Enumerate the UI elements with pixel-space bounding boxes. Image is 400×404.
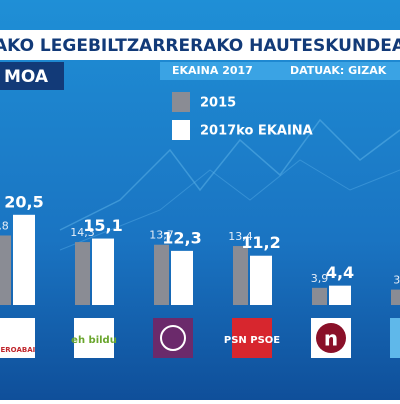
value-label: 12,3 bbox=[162, 228, 201, 247]
source: DATUAK: GIZAK bbox=[290, 64, 387, 77]
party-logo bbox=[153, 318, 193, 358]
bar bbox=[391, 289, 400, 305]
bar bbox=[0, 235, 11, 305]
bar bbox=[92, 238, 114, 305]
category-label: GEROABAI bbox=[0, 346, 35, 354]
legend-label: 2017ko EKAINA bbox=[200, 124, 313, 139]
date: EKAINA 2017 bbox=[172, 64, 253, 77]
party-logo bbox=[390, 318, 400, 358]
value-label: ,8 bbox=[0, 219, 9, 232]
value-label: 13,7 bbox=[149, 229, 174, 242]
legend-swatch bbox=[172, 92, 190, 112]
category-label: eh bildu bbox=[71, 335, 117, 346]
value-label: 11,2 bbox=[241, 233, 280, 252]
value-label: 20,5 bbox=[4, 192, 43, 211]
bar bbox=[171, 250, 193, 305]
decor-line bbox=[59, 118, 400, 231]
bar bbox=[13, 214, 35, 305]
title: AKO LEGEBILTZARRERAKO HAUTESKUNDEA bbox=[0, 36, 400, 56]
bar bbox=[329, 285, 351, 305]
value-label: 3,9 bbox=[311, 272, 329, 285]
party-logo bbox=[0, 318, 35, 358]
bar bbox=[75, 242, 90, 305]
value-label: 4,4 bbox=[326, 263, 354, 282]
value-label: 15,1 bbox=[83, 216, 122, 235]
legend-label: 2015 bbox=[200, 96, 236, 111]
logo-circle bbox=[160, 325, 186, 351]
value-label: 3, bbox=[393, 274, 400, 287]
bar bbox=[250, 255, 272, 305]
logo-circle bbox=[316, 323, 346, 353]
bar bbox=[154, 244, 169, 305]
tag-box bbox=[0, 62, 64, 90]
bar bbox=[233, 246, 248, 305]
legend-swatch bbox=[172, 120, 190, 140]
bar bbox=[312, 287, 327, 305]
value-label: 14,3 bbox=[70, 226, 95, 239]
category-label: n bbox=[324, 327, 338, 351]
value-label: 13,4 bbox=[228, 230, 253, 243]
party-logo bbox=[232, 318, 272, 358]
decor-line bbox=[59, 159, 400, 251]
party-logo bbox=[74, 318, 114, 358]
info-bar bbox=[160, 62, 400, 80]
category-label: PSN PSOE bbox=[224, 335, 280, 346]
tag: MOA bbox=[4, 67, 49, 87]
title-bar bbox=[0, 30, 400, 60]
